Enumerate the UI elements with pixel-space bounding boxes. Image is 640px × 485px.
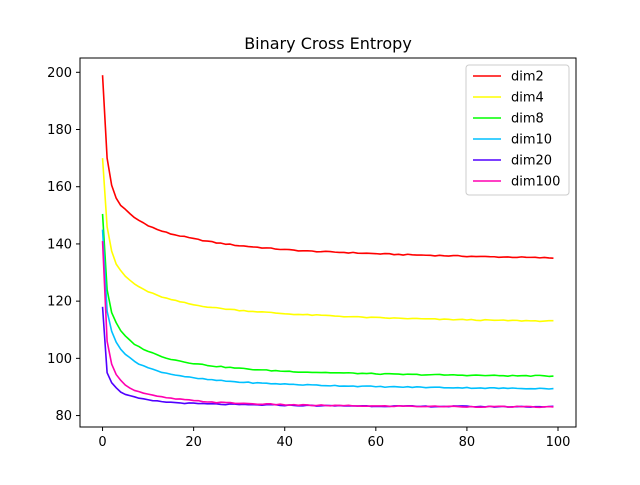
legend-label-dim2: dim2 bbox=[511, 70, 544, 85]
legend-label-dim8: dim8 bbox=[511, 112, 544, 127]
x-tick-label: 40 bbox=[276, 435, 293, 450]
series-line-dim4 bbox=[101, 158, 554, 323]
series-line-dim10 bbox=[101, 229, 554, 390]
series-line-dim100 bbox=[101, 241, 554, 409]
x-tick-label: 0 bbox=[98, 435, 106, 450]
plot-frame bbox=[79, 57, 577, 428]
x-tick-label: 20 bbox=[185, 435, 202, 450]
y-tick-label: 160 bbox=[47, 180, 72, 195]
x-axis: 0 20 40 60 80 100 bbox=[98, 427, 570, 450]
y-tick-label: 120 bbox=[47, 295, 72, 310]
x-tick-label: 80 bbox=[459, 435, 476, 450]
legend-label-dim4: dim4 bbox=[511, 91, 544, 106]
x-tick-label: 100 bbox=[546, 435, 571, 450]
series-layer bbox=[101, 75, 554, 409]
legend-label-dim20: dim20 bbox=[511, 154, 552, 169]
legend-label-dim100: dim100 bbox=[511, 175, 560, 190]
series-line-dim8 bbox=[101, 213, 554, 378]
x-tick-label: 60 bbox=[368, 435, 385, 450]
legend: dim2 dim4 dim8 dim10 dim20 dim100 bbox=[465, 64, 570, 196]
y-tick-label: 200 bbox=[47, 66, 72, 81]
y-tick-label: 180 bbox=[47, 123, 72, 138]
y-tick-label: 80 bbox=[55, 409, 72, 424]
y-tick-label: 140 bbox=[47, 237, 72, 252]
y-axis: 80 100 120 140 160 180 200 bbox=[47, 66, 80, 424]
series-line-dim2 bbox=[101, 75, 554, 259]
y-tick-label: 100 bbox=[47, 352, 72, 367]
legend-label-dim10: dim10 bbox=[511, 133, 552, 148]
chart-title: Binary Cross Entropy bbox=[244, 34, 412, 53]
